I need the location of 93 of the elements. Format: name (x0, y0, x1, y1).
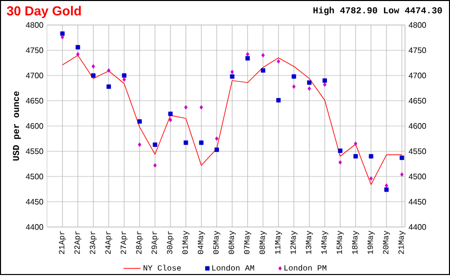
point (322, 78, 327, 83)
point (153, 163, 157, 168)
y-tick-label: 4700 (26, 72, 44, 78)
x-tick-label: 08May (260, 230, 267, 254)
point (292, 74, 296, 79)
y-tick-label: 4550 (26, 148, 44, 154)
point (230, 70, 234, 74)
legend-label: London PM (284, 264, 326, 271)
x-tick-label: 05May (213, 230, 220, 254)
point (384, 183, 388, 188)
point (369, 176, 373, 181)
x-tick-label: 14May (321, 230, 328, 254)
x-tick-label: 13May (306, 230, 313, 254)
point (400, 172, 404, 177)
y2-tick-label: 4550 (408, 148, 426, 154)
y-tick-label: 4600 (26, 123, 44, 129)
y2-tick-label: 4400 (408, 224, 426, 230)
legend-label: NY Close (144, 264, 181, 271)
x-tick-label: 04May (198, 230, 205, 254)
x-tick-label: 21Apr (58, 231, 66, 254)
x-tick-label: 28Apr (136, 231, 144, 254)
x-tick-label: 01May (182, 230, 190, 254)
x-tick-label: 27Apr (120, 231, 128, 254)
point (246, 52, 250, 56)
y-tick-label: 4400 (26, 224, 44, 230)
point (215, 136, 218, 141)
y2-tick-label: 4600 (408, 123, 426, 129)
point (276, 59, 280, 64)
point (91, 73, 96, 78)
point (152, 142, 158, 147)
x-tick-label: 23Apr (90, 231, 97, 254)
point (245, 56, 250, 61)
chart-title: 30 Day Gold (6, 6, 81, 18)
point (106, 84, 111, 89)
point (400, 156, 404, 160)
point (307, 80, 312, 85)
point (323, 82, 326, 87)
x-tick-label: 22Apr (74, 231, 82, 254)
point (137, 119, 142, 124)
x-tick-label: 06May (228, 230, 236, 254)
x-tick-label: 15May (336, 230, 344, 254)
point (92, 64, 95, 69)
point (107, 68, 110, 73)
point (60, 31, 65, 36)
point (168, 112, 173, 116)
x-tick-label: 19May (368, 230, 375, 254)
point (76, 45, 80, 50)
point (199, 140, 204, 145)
x-tick-label: 18May (352, 230, 360, 254)
chart-subtitle: High 4782.90 Low 4474.30 (313, 6, 442, 16)
point (200, 105, 204, 110)
legend-label: London AM (212, 264, 254, 271)
point (308, 86, 312, 91)
point (184, 105, 188, 110)
point (168, 118, 172, 122)
x-tick-label: 12May (290, 230, 298, 254)
point (261, 53, 265, 58)
point (76, 52, 80, 56)
point (60, 34, 64, 40)
y2-tick-label: 4700 (408, 72, 426, 78)
point (338, 160, 342, 165)
y-axis-title: USD per ounce (12, 91, 21, 161)
y-tick-label: 4650 (26, 98, 44, 104)
y-tick-label: 4800 (26, 22, 44, 28)
y-tick-label: 4750 (26, 47, 44, 54)
point (368, 154, 374, 158)
y2-tick-label: 4750 (408, 47, 426, 54)
point (338, 148, 342, 153)
x-tick-label: 30Apr (166, 231, 174, 254)
point (354, 141, 358, 146)
point (292, 84, 296, 89)
point (230, 74, 234, 79)
x-tick-label: 07May (244, 230, 252, 254)
point (384, 187, 389, 192)
point (122, 77, 126, 82)
y-tick-label: 4450 (26, 198, 44, 205)
point (184, 140, 188, 145)
x-tick-label: 11May (275, 230, 282, 254)
x-tick-label: 24Apr (105, 231, 112, 254)
y2-tick-label: 4800 (408, 22, 426, 28)
y-tick-label: 4500 (26, 174, 44, 180)
y2-tick-label: 4650 (408, 98, 426, 104)
point (138, 142, 142, 147)
y2-tick-label: 4500 (408, 174, 426, 180)
point (122, 73, 126, 78)
x-tick-label: 21May (398, 230, 406, 254)
point (353, 154, 358, 158)
x-tick-label: 29Apr (152, 231, 159, 254)
x-tick-label: 20May (382, 230, 390, 254)
point (260, 68, 266, 73)
y2-tick-label: 4450 (408, 198, 426, 205)
point (214, 148, 219, 152)
point (276, 98, 281, 102)
